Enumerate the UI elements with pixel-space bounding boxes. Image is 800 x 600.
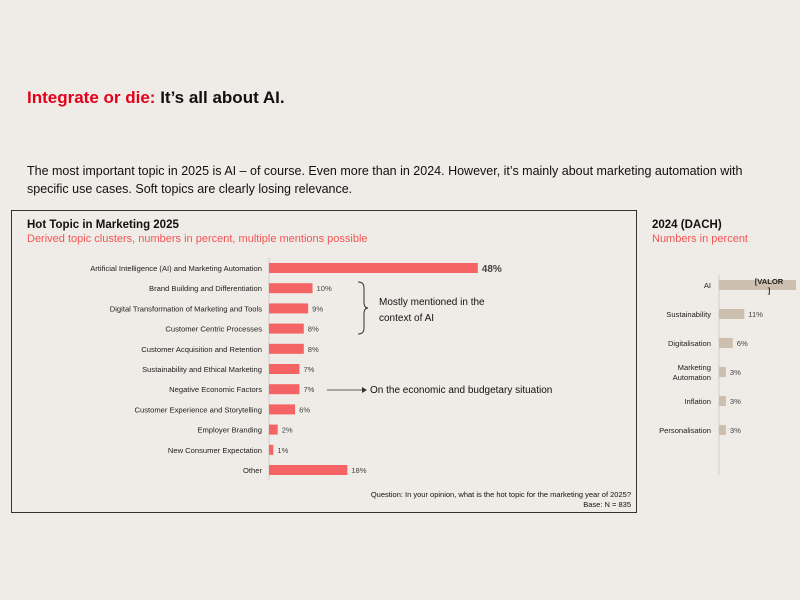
side-chart-subtitle: Numbers in percent [652,233,748,245]
bracket [357,281,369,335]
side-value-label: 11% [748,310,763,319]
bar [269,404,296,415]
bar [269,465,348,475]
category-label: Negative Economic Factors [169,385,262,394]
side-category-label: Sustainability [666,310,711,319]
question-note: Question: In your opinion, what is the h… [370,490,631,499]
intro-text: The most important topic in 2025 is AI –… [27,164,743,196]
category-label: Customer Acquisition and Retention [141,345,262,354]
bar [269,323,304,334]
side-value-label: 3% [730,426,741,435]
side-category-label: Personalisation [659,426,711,435]
main-chart-title: Hot Topic in Marketing 2025 [27,219,179,231]
side-value-label: [VALOR [755,277,784,286]
category-label: Sustainability and Ethical Marketing [142,365,262,374]
side-bar [719,425,726,435]
category-label: Employer Branding [197,426,262,435]
category-label: Other [243,466,262,475]
value-label: 8% [308,345,319,354]
category-label: Customer Centric Processes [165,325,262,334]
side-category-label: Automation [673,373,711,382]
side-bar [719,309,745,319]
value-label: 18% [351,466,366,475]
annotation-ai-context: Mostly mentioned in the context of AI [379,297,485,324]
side-bar [719,338,733,348]
bar [269,343,304,354]
bar [269,364,300,374]
main-chart-subtitle: Derived topic clusters, numbers in perce… [27,233,368,245]
side-value-label: ] [768,286,771,295]
side-category-label: Inflation [684,397,711,406]
title-highlight: Integrate or die: [27,88,156,107]
annotation-economic: On the economic and budgetary situation [370,385,553,396]
side-chart-title: 2024 (DACH) [652,219,722,231]
side-value-label: 6% [737,339,748,348]
bar [269,263,478,273]
value-label: 2% [282,426,293,435]
slide-title: Integrate or die: It’s all about AI. [27,88,285,108]
arrow-head [362,387,367,393]
bar [269,303,309,314]
base-note: Base: N = 835 [583,500,631,509]
value-label: 7% [303,365,314,374]
side-value-label: 3% [730,368,741,377]
value-label: 9% [312,304,323,313]
side-category-label: Marketing [678,363,711,372]
bar [269,444,274,455]
side-value-label: 3% [730,397,741,406]
bar [269,384,300,395]
side-bar [719,280,796,290]
side-bar [719,367,726,377]
value-label: 6% [299,405,310,414]
side-bar [719,396,726,406]
side-category-label: AI [704,281,711,290]
bar [269,424,278,435]
value-label: 1% [277,446,288,455]
category-label: Customer Experience and Storytelling [135,405,262,414]
side-category-label: Digitalisation [668,339,711,348]
category-label: Brand Building and Differentiation [149,284,262,293]
category-label: Digital Transformation of Marketing and … [110,304,262,313]
main-chart-frame [11,210,637,513]
category-label: New Consumer Expectation [168,446,262,455]
value-label: 10% [317,284,332,293]
title-rest: It’s all about AI. [155,88,285,107]
bar [269,283,313,294]
value-label: 8% [308,325,319,334]
category-label: Artificial Intelligence (AI) and Marketi… [90,264,262,273]
value-label: 48% [482,264,502,275]
value-label: 7% [303,385,314,394]
